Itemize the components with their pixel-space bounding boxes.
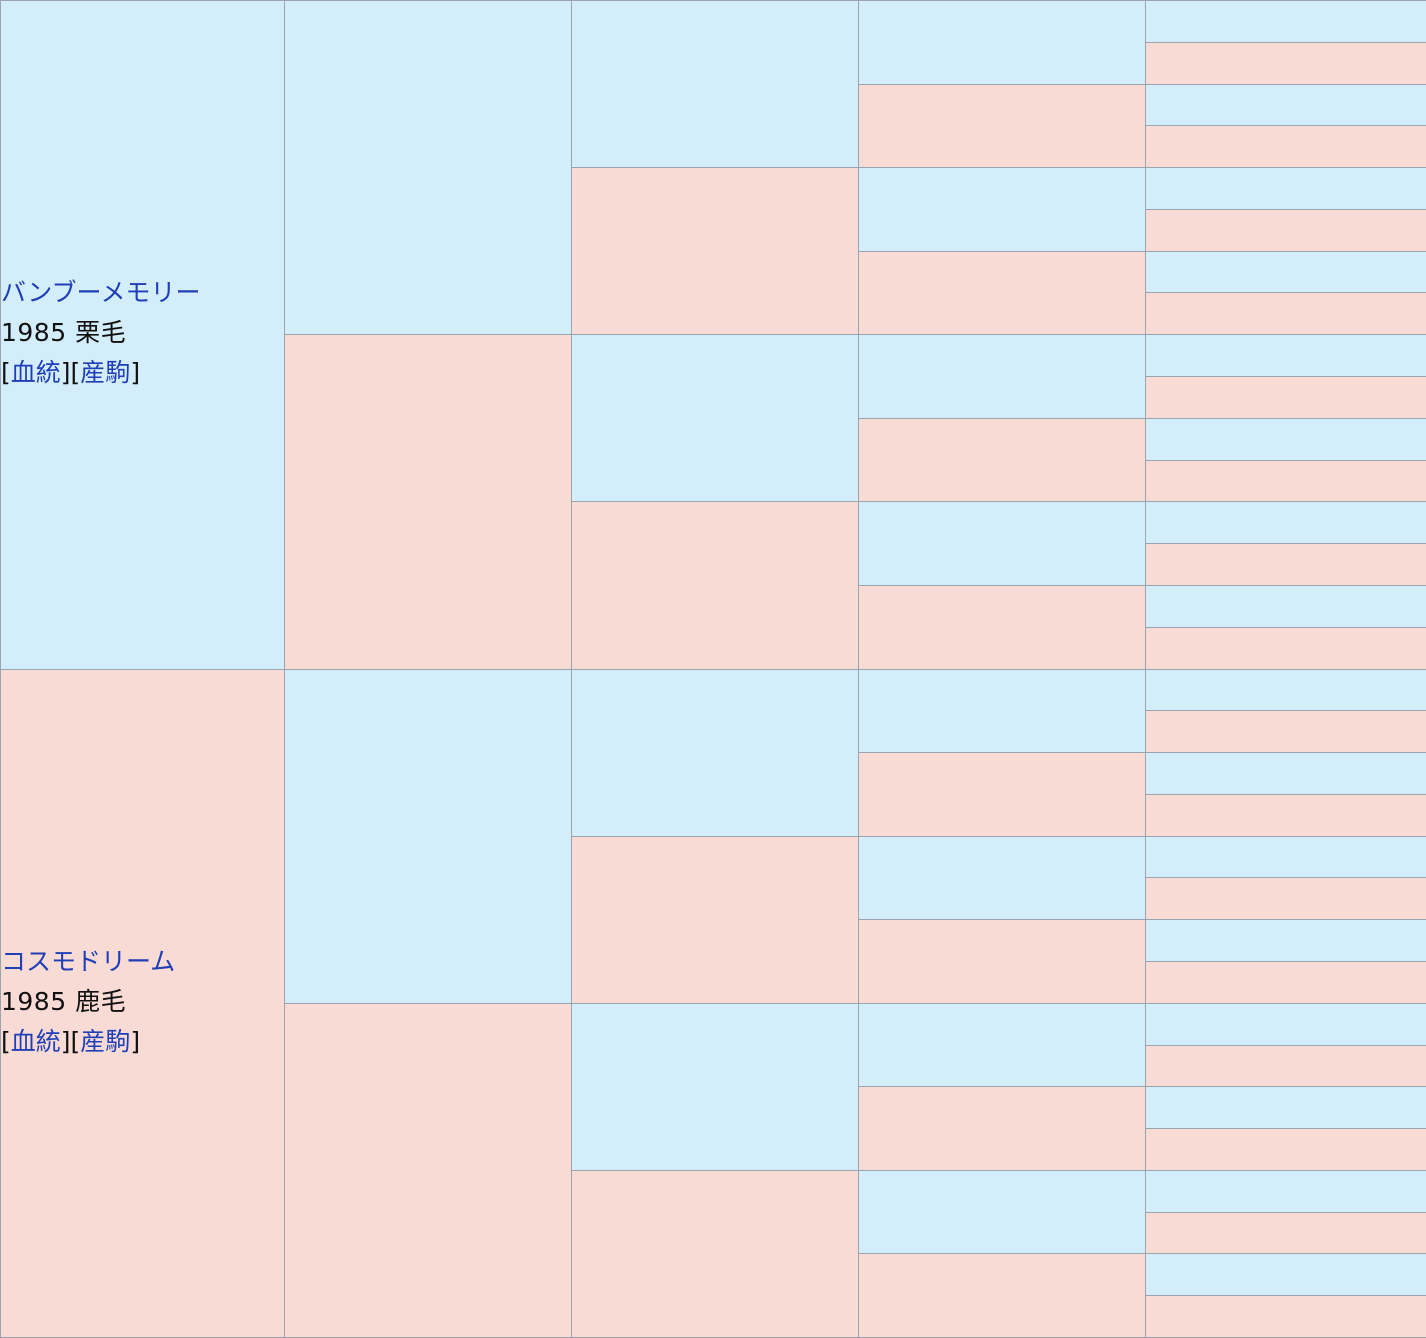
pedigree-cell-5-5: Bold Ruler bbox=[1145, 167, 1426, 210]
pedigree-cell-5-3: Mahmoud bbox=[1145, 84, 1426, 126]
horse-name-link[interactable]: モーニングフローリック bbox=[569, 106, 571, 146]
pedigree-cell-5-22: Woodlark bbox=[1145, 877, 1426, 920]
pedigree-cell-5-16: 神正 bbox=[1145, 627, 1426, 670]
pedigree-cell-3-1: Grey Dawn1962 芦毛[血統][産駒] bbox=[571, 0, 859, 168]
lineage-link[interactable]: 血統 bbox=[10, 358, 61, 387]
pedigree-cell-4-3: Bold Hour1964 黒鹿毛 bbox=[858, 167, 1146, 252]
cell-content: マドンナバンブー1978 鹿毛[血統][産駒] bbox=[569, 440, 571, 560]
horse-birth-year-color: 1985 鹿毛 bbox=[1, 987, 127, 1016]
pedigree-cell-5-7: Nearctic bbox=[1145, 251, 1426, 293]
cell-content: スイートドリーム1979 鹿毛[血統][産駒] bbox=[569, 1109, 571, 1229]
pedigree-cell-4-7: ニンバス1946 黒鹿毛 bbox=[858, 501, 1146, 586]
pedigree-cell-4-1: Herbager1956 鹿毛 bbox=[858, 0, 1146, 85]
pedigree-cell-5-1: Vandale bbox=[1145, 0, 1426, 43]
pedigree-cell-5-17: Bois Roussel bbox=[1145, 669, 1426, 711]
pedigree-cell-4-10: ダイアンケー1950 鹿毛 bbox=[858, 752, 1146, 837]
horse-links: [血統][産駒] bbox=[569, 520, 571, 560]
pedigree-cell-5-10: Agin the Law bbox=[1145, 376, 1426, 419]
pedigree-cell-1-1: バンブーメモリー 1985 栗毛 [血統][産駒] bbox=[0, 0, 285, 670]
pedigree-cell-5-19: Lillolkid bbox=[1145, 752, 1426, 795]
pedigree-cell-4-6: Musaka1964 鹿毛 bbox=[858, 418, 1146, 502]
horse-birth-year-color: 1979 鹿毛 bbox=[569, 1149, 571, 1189]
pedigree-cell-5-12: アーテミサ bbox=[1145, 460, 1426, 502]
horse-links: [血統][産駒] bbox=[1, 1027, 141, 1056]
pedigree-cell-5-31: Summertime bbox=[1145, 1253, 1426, 1296]
pedigree-cell-5-25: Northern Dancer bbox=[1145, 1003, 1426, 1046]
pedigree-cell-5-15: セフト bbox=[1145, 585, 1426, 628]
pedigree-cell-5-29: Solferino bbox=[1145, 1170, 1426, 1213]
progeny-link[interactable]: 産駒 bbox=[80, 1027, 131, 1056]
pedigree-cell-1-2: コスモドリーム 1985 鹿毛 [血統][産駒] bbox=[0, 669, 285, 1338]
pedigree-cell-4-12: アランデール1952 鹿毛 bbox=[858, 919, 1146, 1004]
pedigree-cell-4-4: Friendly Relations1966 栗毛 bbox=[858, 251, 1146, 335]
pedigree-cell-3-5: ダイコーター1962 鹿毛[血統][産駒] bbox=[571, 669, 859, 837]
pedigree-cell-4-14: Sovereign1965 鹿毛 bbox=[858, 1086, 1146, 1171]
pedigree-cell-4-2: Polamia1955 芦毛 bbox=[858, 84, 1146, 168]
horse-name-link[interactable]: コスモドリーム bbox=[1, 947, 176, 976]
pedigree-cell-5-14: Kong bbox=[1145, 543, 1426, 586]
pedigree-cell-5-21: Nearco bbox=[1145, 836, 1426, 878]
pedigree-cell-3-2: Timely Affair1971 黒鹿毛[血統][産駒] bbox=[571, 167, 859, 335]
lineage-link[interactable]: 血統 bbox=[10, 1027, 61, 1056]
pedigree-cell-3-8: ゲラン1964 栗毛[血統][産駒] bbox=[571, 1170, 859, 1338]
horse-name-link[interactable]: バンブーメモリー bbox=[1, 278, 201, 307]
horse-birth-year-color: 1985 栗毛 bbox=[1, 318, 127, 347]
horse-name-link[interactable]: スイートドリーム bbox=[569, 1109, 571, 1149]
pedigree-cell-3-6: アランバード1963 鹿毛[血統][産駒] bbox=[571, 836, 859, 1004]
pedigree-cell-4-8: ヤシマテンプル1947 鹿毛 bbox=[858, 585, 1146, 670]
pedigree-cell-5-32: Imperial Gold bbox=[1145, 1295, 1426, 1338]
horse-links: [血統][産駒] bbox=[569, 855, 571, 895]
pedigree-cell-2-3: ブゼンダイオー1974 鹿毛[血統][産駒] bbox=[284, 669, 572, 1004]
pedigree-cell-5-24: フリローラ bbox=[1145, 961, 1426, 1004]
pedigree-cell-5-2: Flagette bbox=[1145, 42, 1426, 85]
pedigree-cell-3-7: ラッキーソブリン1974 鹿毛[血統][産駒] bbox=[571, 1003, 859, 1171]
pedigree-cell-5-28: Urshalim bbox=[1145, 1128, 1426, 1171]
pedigree-cell-5-23: Propontis bbox=[1145, 919, 1426, 962]
pedigree-cell-5-8: Flaring Top bbox=[1145, 292, 1426, 335]
pedigree-cell-5-20: Bonnie Luna bbox=[1145, 794, 1426, 837]
horse-links: [血統][産駒] bbox=[569, 186, 571, 226]
cell-content: ブゼンダイオー1974 鹿毛[血統][産駒] bbox=[569, 775, 571, 895]
pedigree-cell-5-27: Pardao bbox=[1145, 1086, 1426, 1129]
pedigree-cell-5-9: Tudor Minstrel bbox=[1145, 334, 1426, 377]
pedigree-cell-5-30: Anyway bbox=[1145, 1212, 1426, 1254]
pedigree-cell-5-26: Flaming Page bbox=[1145, 1045, 1426, 1087]
cell-content: コスモドリーム 1985 鹿毛 [血統][産駒] bbox=[1, 942, 175, 1062]
pedigree-cell-2-4: スイートドリーム1979 鹿毛[血統][産駒] bbox=[284, 1003, 572, 1338]
pedigree-cell-4-9: ヒンドスタン1946 黒鹿毛 bbox=[858, 669, 1146, 753]
pedigree-cell-5-18: Sonibai bbox=[1145, 710, 1426, 753]
horse-birth-year-color: 1978 鹿毛 bbox=[569, 480, 571, 520]
pedigree-cell-4-15: ソロナウェー1946 鹿毛 bbox=[858, 1170, 1146, 1254]
horse-name-link[interactable]: マドンナバンブー bbox=[569, 440, 571, 480]
horse-links: [血統][産駒] bbox=[569, 1189, 571, 1229]
pedigree-cell-4-16: ミスブゼン1952 栗毛 bbox=[858, 1253, 1146, 1338]
pedigree-cell-5-4: Ampola bbox=[1145, 125, 1426, 168]
horse-birth-year-color: 1975 栃栗毛 bbox=[569, 146, 571, 186]
horse-birth-year-color: 1974 鹿毛 bbox=[569, 815, 571, 855]
pedigree-cell-5-13: Nearco bbox=[1145, 501, 1426, 544]
pedigree-cell-4-11: アドミラルバード1952 黒鹿毛 bbox=[858, 836, 1146, 920]
pedigree-cell-3-3: モバリッズ1971 黒鹿毛[血統][産駒] bbox=[571, 334, 859, 502]
cell-content: モーニングフローリック1975 栃栗毛[血統][産駒] bbox=[569, 106, 571, 226]
progeny-link[interactable]: 産駒 bbox=[80, 358, 131, 387]
cell-content: バンブーメモリー 1985 栗毛 [血統][産駒] bbox=[1, 273, 201, 393]
pedigree-cell-4-13: Nijinsky1967 鹿毛 bbox=[858, 1003, 1146, 1087]
pedigree-cell-5-11: Guard's Tie bbox=[1145, 418, 1426, 461]
pedigree-cell-2-2: マドンナバンブー1978 鹿毛[血統][産駒] bbox=[284, 334, 572, 670]
horse-links: [血統][産駒] bbox=[1, 358, 141, 387]
pedigree-cell-5-6: Seven Thirty bbox=[1145, 209, 1426, 252]
pedigree-cell-2-1: モーニングフローリック1975 栃栗毛[血統][産駒] bbox=[284, 0, 572, 335]
horse-name-link[interactable]: ブゼンダイオー bbox=[569, 775, 571, 815]
pedigree-cell-3-4: ニンバスバンブー1964 栗毛[血統][産駒] bbox=[571, 501, 859, 670]
pedigree-cell-4-5: Sing Sing1957 鹿毛 bbox=[858, 334, 1146, 419]
